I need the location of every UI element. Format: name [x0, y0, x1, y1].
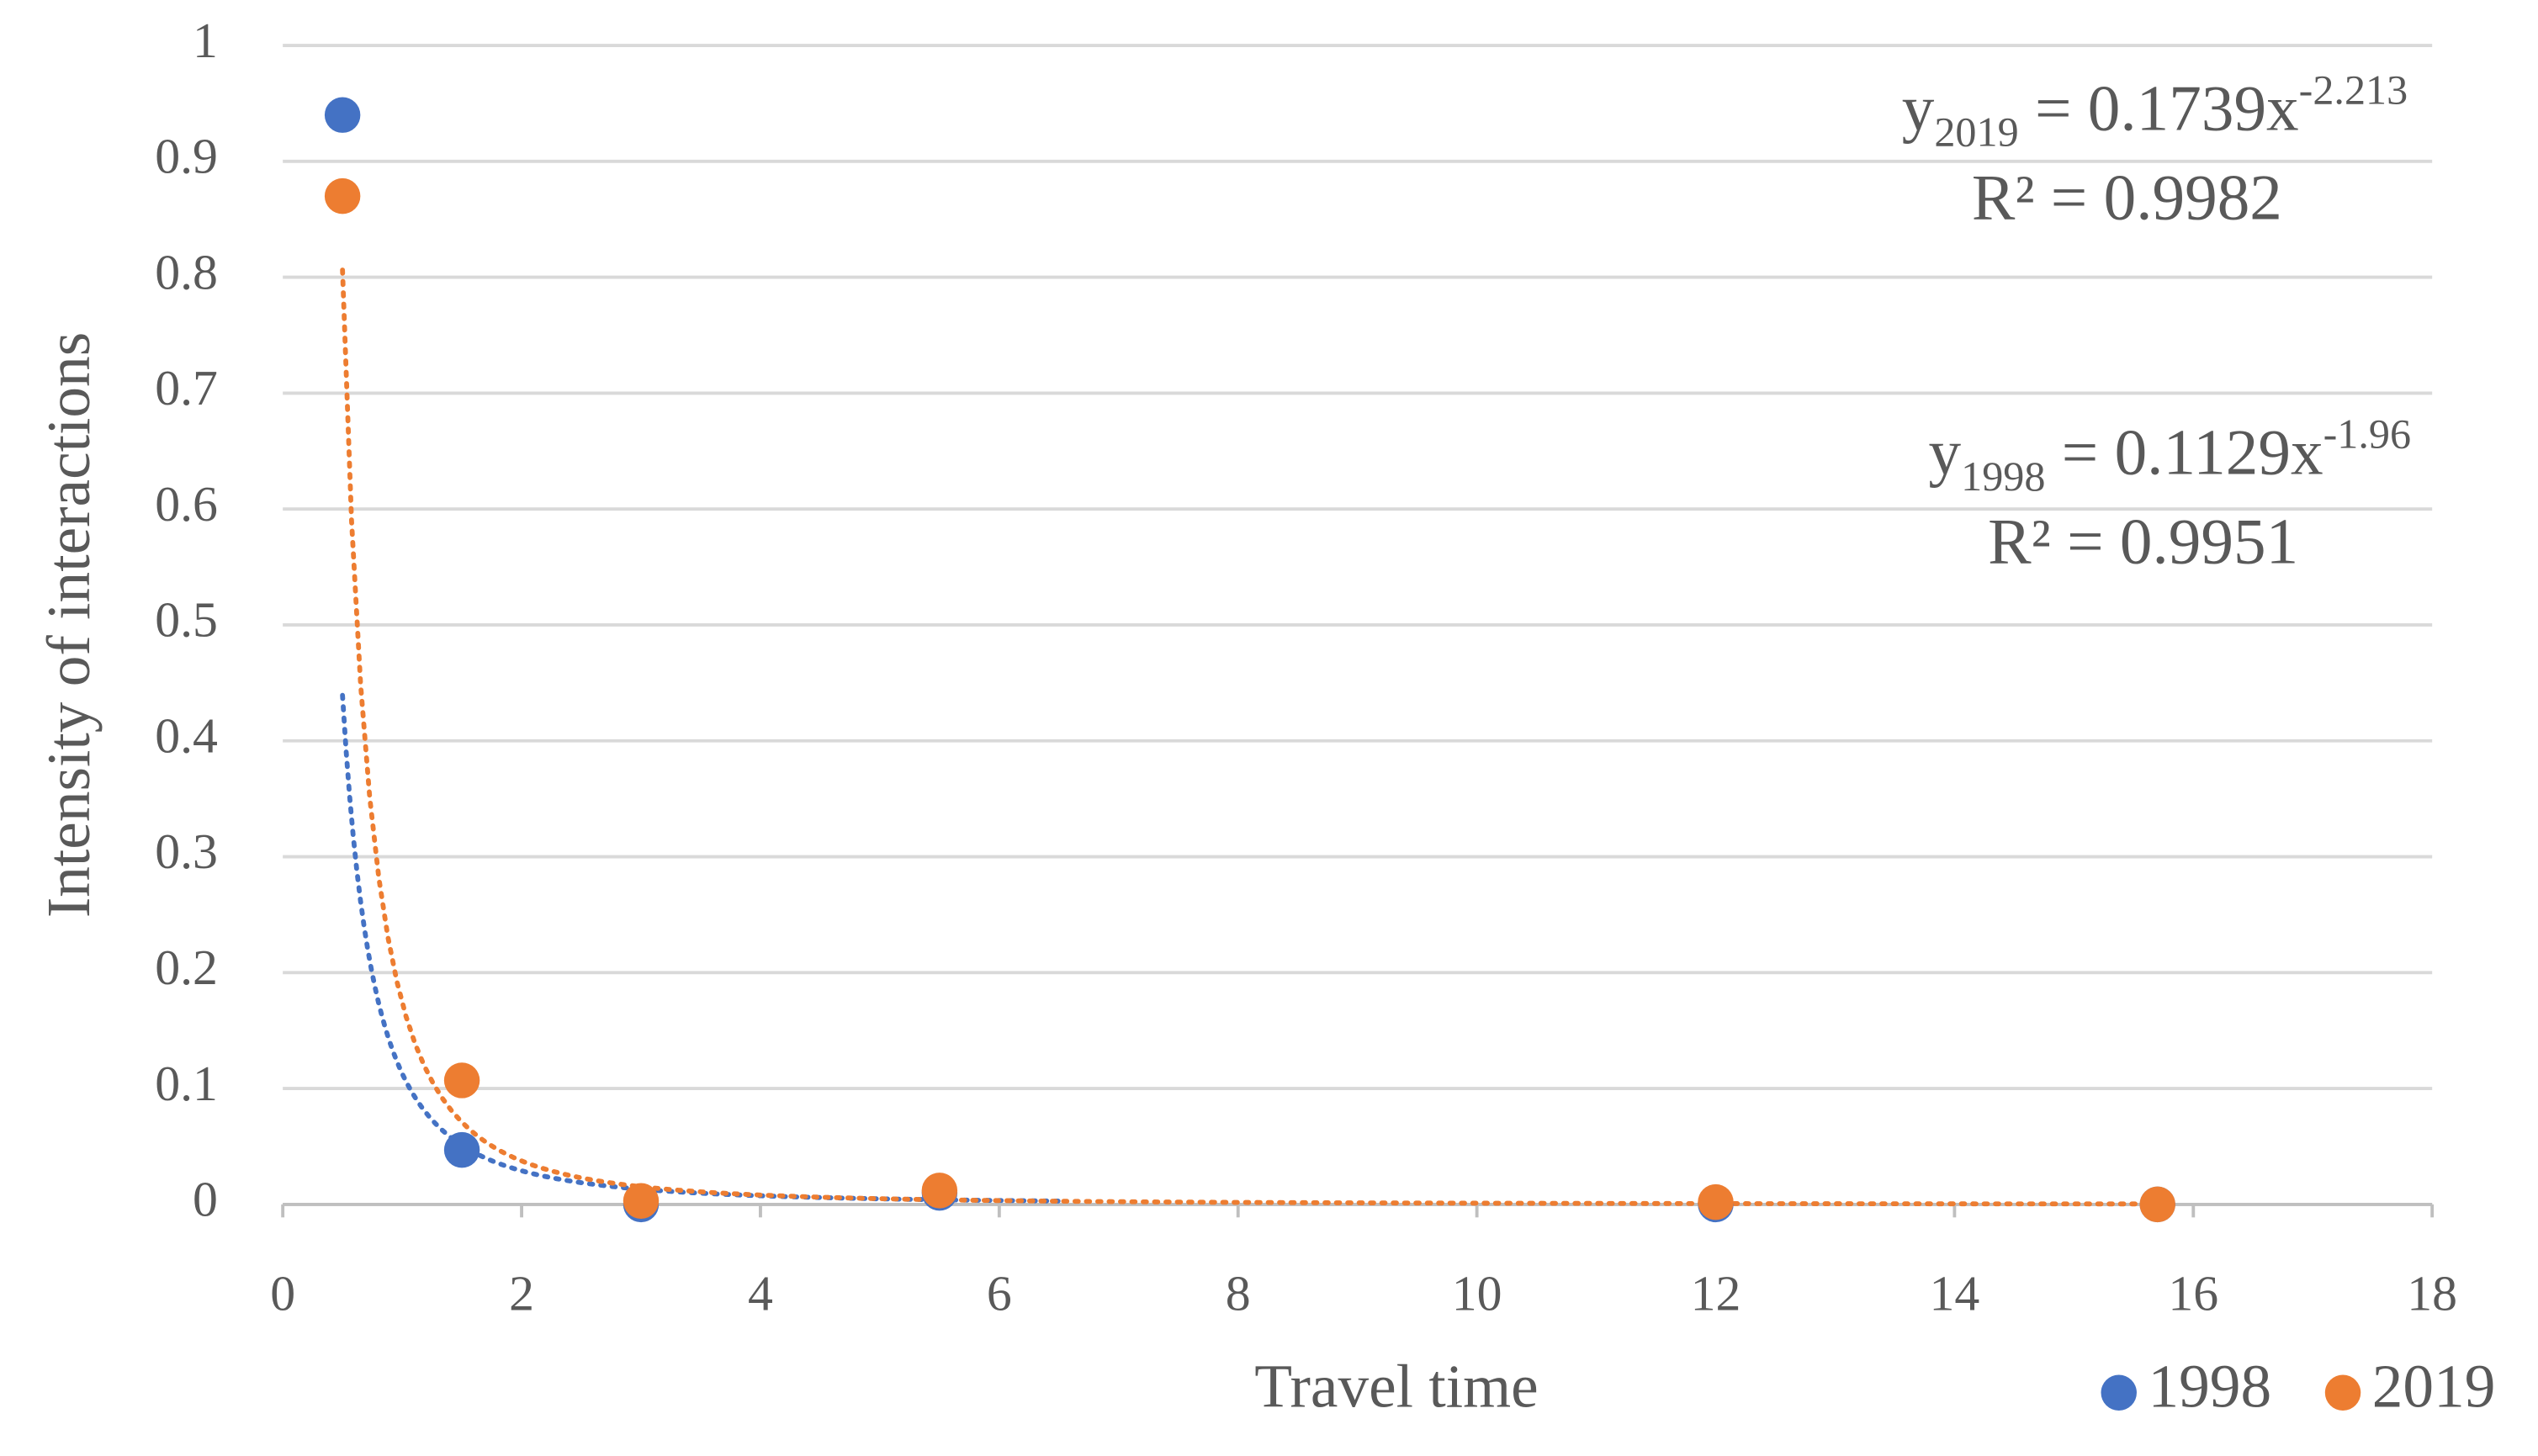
- x-tick-label: 2: [509, 1266, 534, 1321]
- legend-label: 2019: [2372, 1353, 2496, 1421]
- data-point: [443, 1131, 480, 1168]
- trendline-equation: y2019 = 0.1739x-2.213: [1902, 66, 2408, 156]
- y-tick-label: 0.4: [155, 707, 218, 763]
- r2-label: R² =: [1988, 506, 2120, 578]
- trendline-r-squared: R² = 0.9982: [1972, 161, 2282, 234]
- eq-coefficient: 0.1129: [2115, 416, 2291, 488]
- data-point: [1698, 1183, 1734, 1220]
- x-axis-title: Travel time: [1254, 1353, 1538, 1421]
- data-point: [443, 1062, 480, 1099]
- legend-marker: [2101, 1374, 2137, 1411]
- y-tick-label: 0: [193, 1172, 218, 1227]
- y-axis-title: Intensity of interactions: [34, 332, 103, 918]
- x-tick-label: 10: [1452, 1266, 1502, 1321]
- data-point: [324, 97, 361, 133]
- y-tick-label: 0.1: [155, 1056, 218, 1111]
- y-tick-label: 0.9: [155, 129, 218, 184]
- trendline: [340, 692, 1062, 1204]
- eq-exponent: -2.213: [2299, 66, 2408, 114]
- x-tick-label: 12: [1691, 1266, 1741, 1321]
- trendline-equation: y1998 = 0.1129x-1.96: [1929, 410, 2412, 500]
- x-tick-label: 6: [987, 1266, 1012, 1321]
- x-tick-label: 14: [1929, 1266, 1979, 1321]
- eq-subscript: 2019: [1934, 109, 2018, 156]
- data-point: [623, 1183, 660, 1219]
- legend-label: 1998: [2148, 1353, 2271, 1421]
- y-tick-label: 0.5: [155, 592, 218, 648]
- eq-y: y: [1902, 71, 1935, 144]
- r2-value: 0.9982: [2104, 161, 2282, 234]
- data-point: [921, 1173, 958, 1209]
- eq-subscript: 1998: [1961, 453, 2045, 500]
- y-tick-label: 0.3: [155, 823, 218, 879]
- r2-label: R² =: [1972, 161, 2104, 234]
- x-tick-label: 8: [1226, 1266, 1251, 1321]
- x-tick-label: 16: [2168, 1266, 2218, 1321]
- eq-equals: =: [2045, 416, 2114, 488]
- x-tick-label: 18: [2407, 1266, 2457, 1321]
- y-tick-label: 1: [193, 13, 218, 68]
- data-point: [324, 177, 361, 214]
- x-tick-label: 4: [748, 1266, 773, 1321]
- y-tick-label: 0.8: [155, 244, 218, 299]
- eq-x: x: [2291, 416, 2323, 488]
- legend-marker: [2324, 1374, 2361, 1411]
- r2-value: 0.9951: [2120, 506, 2298, 578]
- eq-coefficient: 0.1739: [2088, 71, 2266, 144]
- y-tick-label: 0.6: [155, 476, 218, 532]
- eq-equals: =: [2019, 71, 2088, 144]
- eq-y: y: [1929, 416, 1962, 488]
- eq-x: x: [2266, 71, 2299, 144]
- trendline: [340, 267, 2160, 1207]
- data-point: [2139, 1186, 2175, 1223]
- x-tick-label: 0: [270, 1266, 295, 1321]
- eq-exponent: -1.96: [2323, 410, 2411, 458]
- y-tick-label: 0.7: [155, 360, 218, 416]
- y-tick-label: 0.2: [155, 940, 218, 995]
- trendline-r-squared: R² = 0.9951: [1988, 506, 2298, 578]
